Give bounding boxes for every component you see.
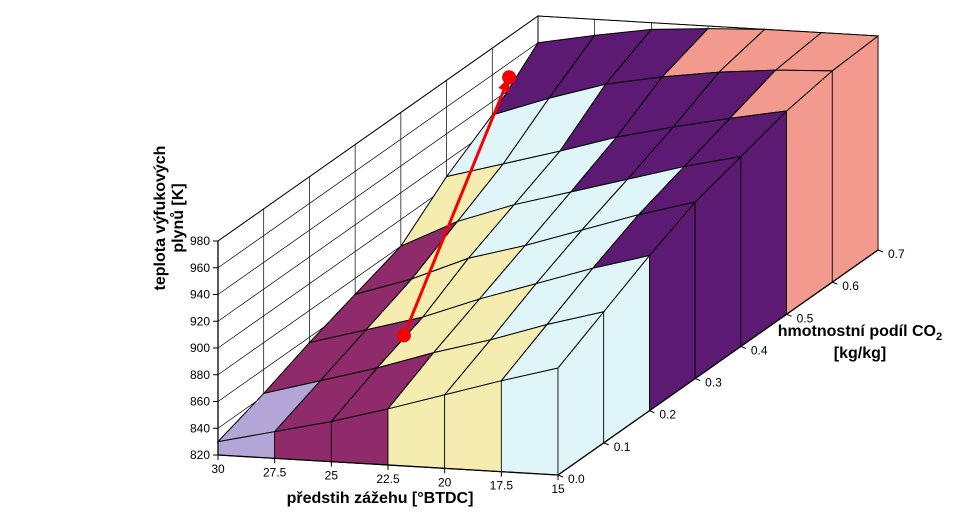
y-tick-label: 0.0: [568, 472, 585, 486]
x-tick-label: 22.5: [376, 472, 400, 486]
z-tick-label: 980: [190, 234, 210, 248]
z-tick-label: 960: [190, 261, 210, 275]
z-tick-label: 880: [190, 368, 210, 382]
z-tick-label: 820: [190, 448, 210, 462]
x-tick-label: 25: [325, 469, 339, 483]
y-axis-label: hmotnostní podíl CO2 [kg/kg]: [770, 322, 950, 364]
y-tick-label: 0.6: [842, 279, 859, 293]
x-axis-label: předstih zážehu [°BTDC]: [250, 490, 510, 508]
surface-3d-chart: 820 840 860 880 900 920 940 960 980 30 27.5 25 22.5 2…: [0, 0, 970, 520]
z-axis-label: teplota výfukových plynů [K]: [152, 128, 188, 308]
x-tick-label: 15: [551, 482, 565, 496]
x-tick-label: 20: [438, 475, 452, 489]
arrow-end-marker: [502, 70, 516, 84]
x-tick-label: 27.5: [263, 465, 287, 479]
z-tick-label: 860: [190, 395, 210, 409]
y-tick-label: 0.3: [705, 376, 722, 390]
z-tick-label: 900: [190, 341, 210, 355]
z-tick-label: 920: [190, 314, 210, 328]
y-tick-label: 0.1: [614, 440, 631, 454]
x-tick-label: 30: [211, 462, 225, 476]
y-tick-label: 0.7: [888, 247, 905, 261]
y-tick-label: 0.2: [659, 408, 676, 422]
z-tick-label: 840: [190, 421, 210, 435]
z-tick-label: 940: [190, 288, 210, 302]
y-tick-label: 0.4: [751, 343, 768, 357]
arrow-start-marker: [397, 328, 411, 342]
